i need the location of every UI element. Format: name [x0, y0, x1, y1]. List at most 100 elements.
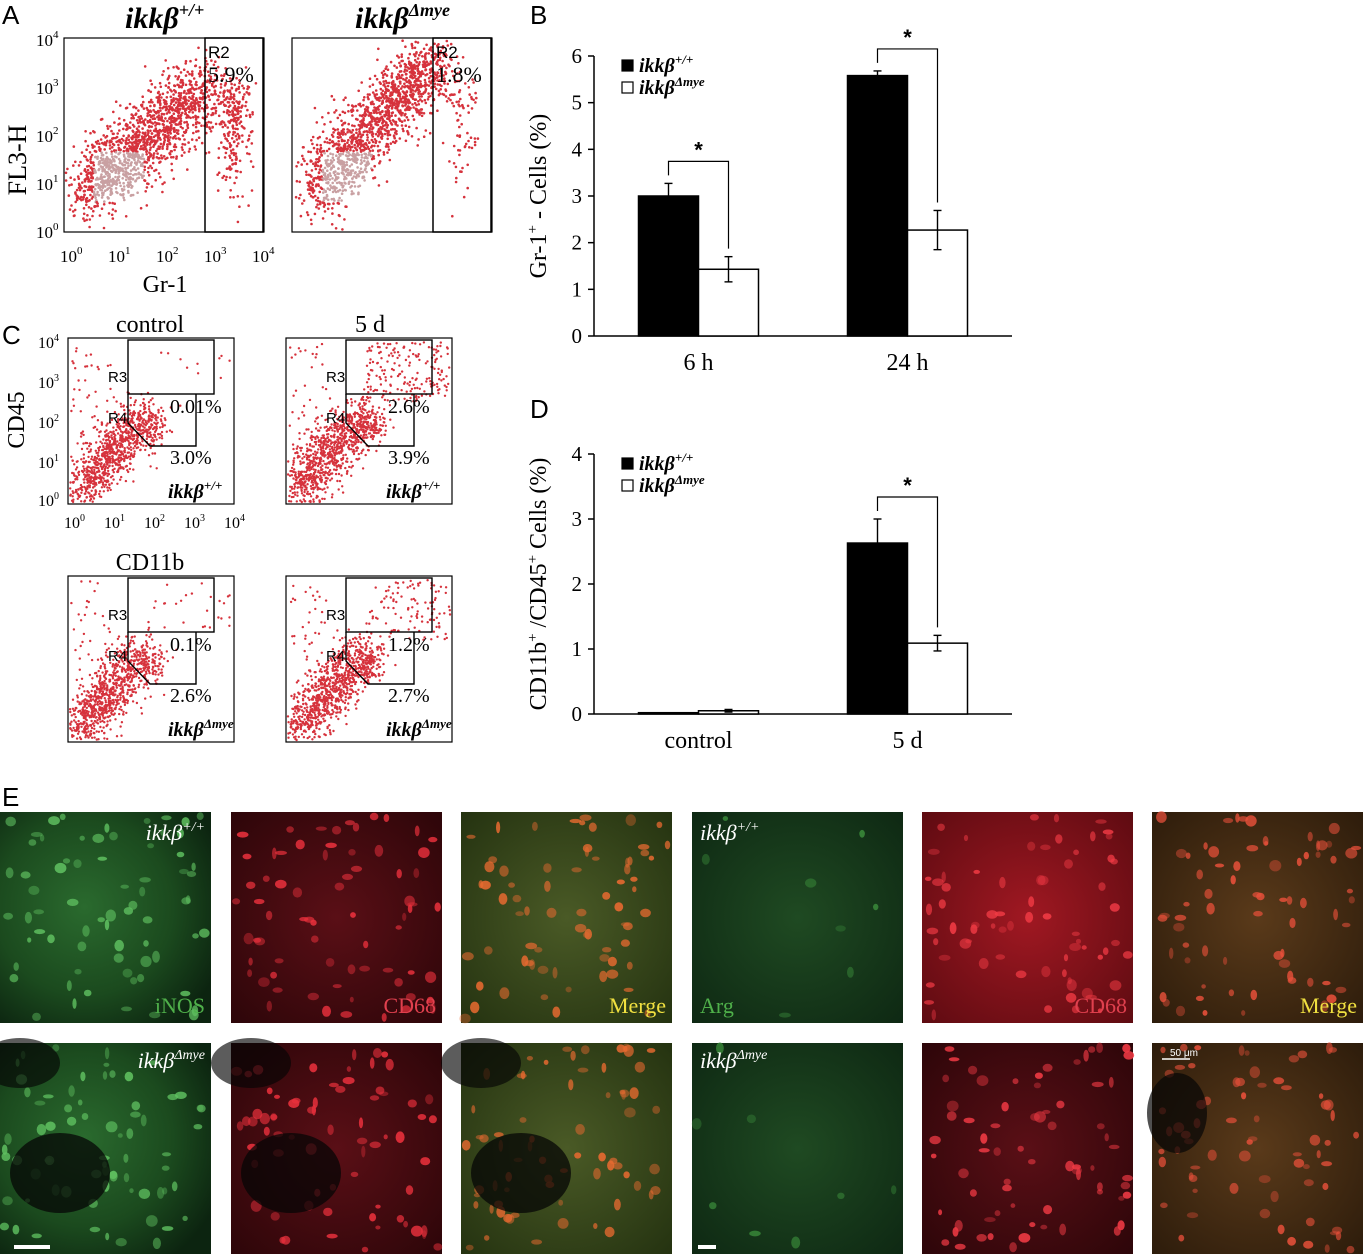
- micrograph-genotype: ikkβΔmye: [700, 1048, 767, 1073]
- gate-r3-label: R3: [326, 607, 345, 624]
- panel-d: D 0 1 2 3 4 CD11b+ /CD45+ Cells (%) control 5 d…: [525, 394, 1012, 754]
- svg-text:101: 101: [108, 245, 131, 266]
- gate-r4: [345, 632, 415, 685]
- legend-swatch: [621, 81, 634, 94]
- panel-c-plots: R3R40.01%3.0%ikkβ+/+R3R42.6%3.9%ikkβ+/+R…: [67, 337, 453, 743]
- gate-r4-pct: 2.7%: [388, 685, 430, 707]
- y-tick-label: 4: [572, 442, 583, 466]
- svg-text:103: 103: [184, 513, 205, 532]
- channel-label: CD68: [1074, 993, 1127, 1018]
- scale-bar: [698, 1245, 716, 1249]
- panel-a-xlabel: Gr-1: [143, 272, 188, 298]
- gate-r2-wt: [204, 37, 264, 233]
- panel-letter-d: D: [530, 394, 549, 424]
- chart-d: 0 1 2 3 4 CD11b+ /CD45+ Cells (%) control 5 d * i…: [525, 442, 1012, 754]
- bar-ko-1: [906, 642, 969, 715]
- micrograph-r1-c2: CD68: [231, 812, 442, 1023]
- micrograph-r2-c3: [441, 1038, 672, 1254]
- legend-entry: ikkβ+/+: [639, 450, 693, 475]
- y-tick-label: 2: [572, 231, 583, 255]
- legend-entry: ikkβΔmye: [639, 472, 705, 497]
- legend-swatch: [621, 457, 634, 470]
- svg-text:102: 102: [156, 245, 179, 266]
- svg-text:103: 103: [36, 77, 59, 98]
- gate-r4: [127, 394, 197, 447]
- panel-c-plot-1: R3 R4 0.01% 3.0% ikkβ+/+: [67, 337, 235, 505]
- panel-e: E iNOS CD68 Merge Arg CD68 Merge ikkβ+/+ ikkβ+/…: [0, 782, 1363, 1254]
- gate-r4-label: R4: [326, 410, 345, 427]
- micrograph-r2-c5: [922, 1042, 1135, 1254]
- gate-r3-label: R3: [108, 607, 127, 624]
- svg-text:102: 102: [38, 413, 59, 432]
- panel-c-genotype: ikkβ+/+: [168, 478, 222, 503]
- panel-a-plot-wt: R2 5.9%: [63, 37, 265, 233]
- gate-r2-pct-wt: 5.9%: [208, 62, 254, 87]
- svg-text:104: 104: [36, 29, 59, 50]
- legend-entry: ikkβΔmye: [639, 74, 705, 99]
- gate-r4: [345, 394, 415, 447]
- x-tick-label: 5 d: [893, 728, 923, 754]
- y-tick-label: 1: [572, 277, 583, 301]
- gate-r2-ko: [432, 37, 492, 233]
- significance-star: *: [903, 25, 912, 50]
- significance-bracket: [876, 48, 939, 203]
- gate-r3: [345, 577, 433, 633]
- svg-text:100: 100: [64, 513, 85, 532]
- y-tick-label: 1: [572, 637, 583, 661]
- svg-text:104: 104: [224, 513, 245, 532]
- gate-r4-label: R4: [108, 410, 127, 427]
- gate-r2-label-wt: R2: [208, 43, 230, 62]
- svg-text:101: 101: [104, 513, 125, 532]
- panel-c-plot-3: R3 R4 0.1% 2.6% ikkβΔmye: [67, 575, 235, 743]
- panel-c-col-title-5d: 5 d: [355, 312, 385, 338]
- micrograph-r1-c6: Merge: [1152, 811, 1363, 1023]
- svg-text:102: 102: [144, 513, 165, 532]
- micrograph-grid: iNOS CD68 Merge Arg CD68 Merge ikkβ+/+ ikkβ+/+ i…: [0, 811, 1363, 1254]
- svg-text:101: 101: [36, 173, 59, 194]
- bar-wt-1: [846, 542, 909, 715]
- svg-text:100: 100: [38, 491, 59, 510]
- panel-a-title-wt: ikkβ+/+: [125, 0, 204, 35]
- panel-a-title-ko: ikkβΔmye: [355, 0, 450, 35]
- legend-swatch: [621, 479, 634, 492]
- panel-c-xlabel: CD11b: [116, 550, 184, 576]
- micrograph-r1-c3: Merge: [459, 812, 672, 1024]
- y-tick-label: 0: [572, 702, 583, 726]
- svg-text:103: 103: [38, 373, 59, 392]
- x-tick-label: control: [665, 728, 733, 754]
- gate-r4-label: R4: [326, 648, 345, 665]
- panel-a-xticks: 100 101 102 103 104: [60, 245, 275, 266]
- x-tick-label: 24 h: [887, 350, 929, 376]
- bar-wt-1: [846, 74, 909, 337]
- micrograph-r1-c4: Arg: [692, 812, 903, 1023]
- chart-b: 0 1 2 3 4 5 6 Gr-1+ - Cells (%) 6 h * 24 h * ikkβ+/+…: [525, 25, 1012, 376]
- scale-bar-label: 50 μm: [1170, 1048, 1198, 1059]
- gate-r4-pct: 2.6%: [170, 685, 212, 707]
- panel-a-plot-ko: R2 1.8%: [291, 37, 493, 233]
- gate-r2-pct-ko: 1.8%: [436, 62, 482, 87]
- panel-letter-c: C: [2, 320, 21, 350]
- significance-bracket: [667, 160, 730, 249]
- panel-a: A ikkβ+/+ ikkβΔmye FL3-H Gr-1 R2 5.9% R2…: [2, 0, 493, 298]
- panel-c-genotype: ikkβ+/+: [386, 478, 440, 503]
- panel-c-genotype: ikkβΔmye: [168, 716, 234, 741]
- micrograph-genotype: ikkβ+/+: [700, 820, 759, 845]
- svg-text:104: 104: [252, 245, 275, 266]
- panel-b: B 0 1 2 3 4 5 6 Gr-1+ - Cells (%) 6 h * 24 h * ikkβ+…: [525, 0, 1012, 376]
- gate-r4-pct: 3.0%: [170, 447, 212, 469]
- svg-text:103: 103: [204, 245, 227, 266]
- y-tick-label: 3: [572, 507, 583, 531]
- panel-a-ylabel: FL3-H: [3, 124, 32, 195]
- micrograph-r2-c6: [1147, 1042, 1363, 1254]
- y-tick-label: 0: [572, 324, 583, 348]
- panel-letter-a: A: [2, 0, 20, 30]
- y-axis-label: Gr-1+ - Cells (%): [525, 114, 552, 279]
- y-tick-label: 4: [572, 137, 583, 161]
- panel-c: C control 5 d CD45 CD11b 104 103 102 101…: [2, 312, 453, 743]
- significance-star: *: [903, 473, 912, 498]
- gate-r3: [127, 339, 215, 395]
- svg-text:100: 100: [60, 245, 83, 266]
- gate-r3-pct: 2.6%: [388, 396, 430, 418]
- gate-r2-label-ko: R2: [436, 43, 458, 62]
